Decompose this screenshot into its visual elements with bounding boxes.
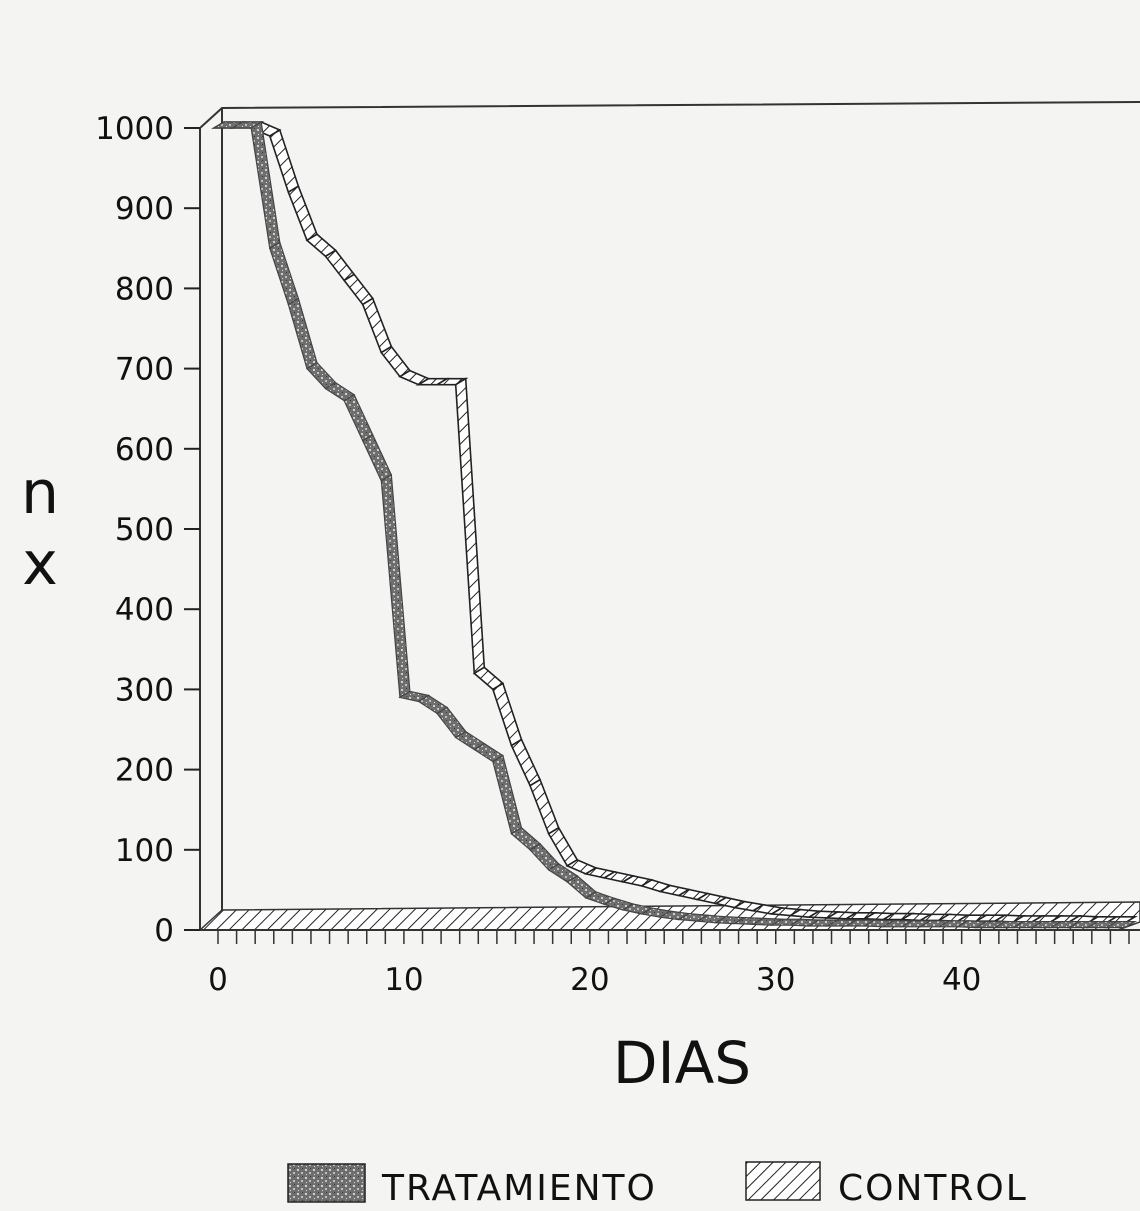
series-control-segment — [342, 273, 374, 306]
y-tick-label: 500 — [115, 512, 174, 548]
y-axis-title-line-2: x — [22, 529, 58, 599]
series-control — [211, 121, 1138, 924]
y-tick-label: 600 — [115, 432, 174, 468]
y-axis-ticks: 0 100 200 300 400 500 600 700 800 900 1000 — [95, 111, 200, 949]
y-tick-label: 800 — [115, 271, 174, 307]
x-tick-label: 30 — [756, 962, 795, 998]
y-axis-title-line-1: n — [21, 458, 59, 528]
series-tratamiento — [211, 121, 1138, 929]
y-tick-label: 300 — [115, 672, 174, 708]
x-tick-label: 40 — [942, 962, 981, 998]
series-control-segment — [324, 249, 356, 282]
series-tratamiento-segment — [1104, 920, 1138, 929]
y-tick-label: 200 — [115, 753, 174, 789]
y-tick-label: 400 — [115, 592, 174, 628]
series-control-segment — [529, 778, 560, 835]
y-tick-label: 900 — [115, 191, 174, 227]
series-tratamiento-segment — [436, 706, 467, 739]
series-control-segment — [454, 377, 486, 675]
x-axis-title: DIAS — [613, 1029, 751, 1097]
series-tratamiento-segment — [269, 241, 300, 306]
series-tratamiento-segment — [361, 433, 393, 482]
x-axis-ticks: 0 10 20 30 40 — [200, 929, 1140, 998]
legend-label-control: CONTROL — [838, 1168, 1028, 1209]
plot-frame — [198, 101, 1140, 931]
series-control-segment — [268, 128, 300, 194]
x-tick-label: 10 — [384, 962, 423, 998]
x-tick-label: 0 — [208, 962, 228, 998]
y-tick-label: 1000 — [95, 111, 174, 147]
series-tratamiento-segment — [287, 297, 318, 370]
series-control-segment — [361, 297, 393, 354]
series-tratamiento-segment — [343, 393, 374, 442]
series-control-segment — [287, 184, 318, 242]
series-layer — [211, 121, 1138, 929]
legend: TRATAMIENTO CONTROL — [287, 1161, 1028, 1209]
legend-swatch-tratamiento — [287, 1163, 366, 1203]
y-tick-label: 0 — [154, 913, 174, 949]
y-tick-label: 100 — [115, 833, 174, 869]
series-control-segment — [510, 738, 542, 787]
series-tratamiento-segment — [380, 473, 411, 699]
series-tratamiento-segment — [492, 754, 523, 835]
x-tick-label: 20 — [570, 962, 609, 998]
y-tick-label: 700 — [115, 352, 174, 388]
legend-label-tratamiento: TRATAMIENTO — [381, 1168, 657, 1209]
legend-swatch-control — [745, 1161, 821, 1201]
series-control-segment — [380, 345, 412, 378]
series-control-segment — [491, 682, 523, 747]
